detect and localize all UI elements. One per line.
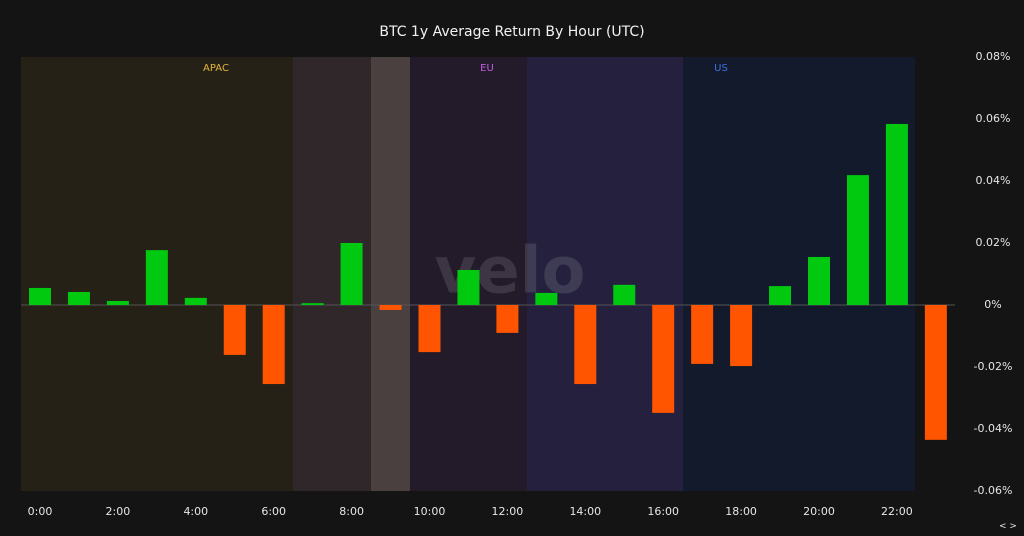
y-tick-label: -0.02% <box>974 360 1013 373</box>
x-tick-label: 22:00 <box>881 505 913 518</box>
bar <box>340 243 363 305</box>
bar <box>730 305 753 367</box>
y-tick-label: 0.06% <box>976 112 1011 125</box>
y-tick-label: 0.02% <box>976 236 1011 249</box>
x-tick-label: 14:00 <box>569 505 601 518</box>
bar <box>184 297 207 305</box>
watermark: velo <box>434 235 585 309</box>
session-band <box>371 57 410 491</box>
bar <box>885 123 908 306</box>
bar <box>691 305 714 364</box>
y-tick-label: -0.06% <box>974 484 1013 497</box>
bar <box>457 269 480 305</box>
bar <box>379 305 402 310</box>
y-tick-label: -0.04% <box>974 422 1013 435</box>
bar <box>223 305 246 355</box>
bar <box>846 175 869 305</box>
x-tick-label: 0:00 <box>28 505 53 518</box>
bar <box>769 286 792 305</box>
session-label: EU <box>480 63 494 74</box>
bar <box>301 303 324 305</box>
bar <box>418 305 441 353</box>
bar <box>145 250 168 305</box>
y-tick-label: 0.04% <box>976 174 1011 187</box>
x-tick-label: 20:00 <box>803 505 835 518</box>
x-tick-label: 6:00 <box>261 505 286 518</box>
session-band <box>527 57 683 491</box>
y-tick-label: 0% <box>984 298 1001 311</box>
bar <box>613 284 636 305</box>
bar <box>106 300 129 305</box>
session-band <box>683 57 915 491</box>
chart-title: BTC 1y Average Return By Hour (UTC) <box>379 24 644 40</box>
x-tick-label: 16:00 <box>647 505 679 518</box>
x-tick-label: 10:00 <box>414 505 446 518</box>
x-tick-label: 12:00 <box>492 505 524 518</box>
session-label: US <box>714 63 728 74</box>
bar <box>29 287 51 305</box>
x-tick-label: 18:00 <box>725 505 757 518</box>
x-tick-label: 4:00 <box>183 505 208 518</box>
bar <box>924 305 947 440</box>
bar <box>808 256 830 305</box>
x-tick-label: 2:00 <box>106 505 131 518</box>
x-tick-label: 8:00 <box>339 505 364 518</box>
session-label: APAC <box>203 63 229 74</box>
nav-arrows[interactable]: < > <box>999 522 1017 532</box>
bar <box>652 305 675 413</box>
bar <box>67 291 90 305</box>
bar <box>262 305 285 385</box>
y-tick-label: 0.08% <box>976 50 1011 63</box>
bar <box>496 305 519 333</box>
bar <box>535 292 558 305</box>
bar <box>574 305 597 385</box>
